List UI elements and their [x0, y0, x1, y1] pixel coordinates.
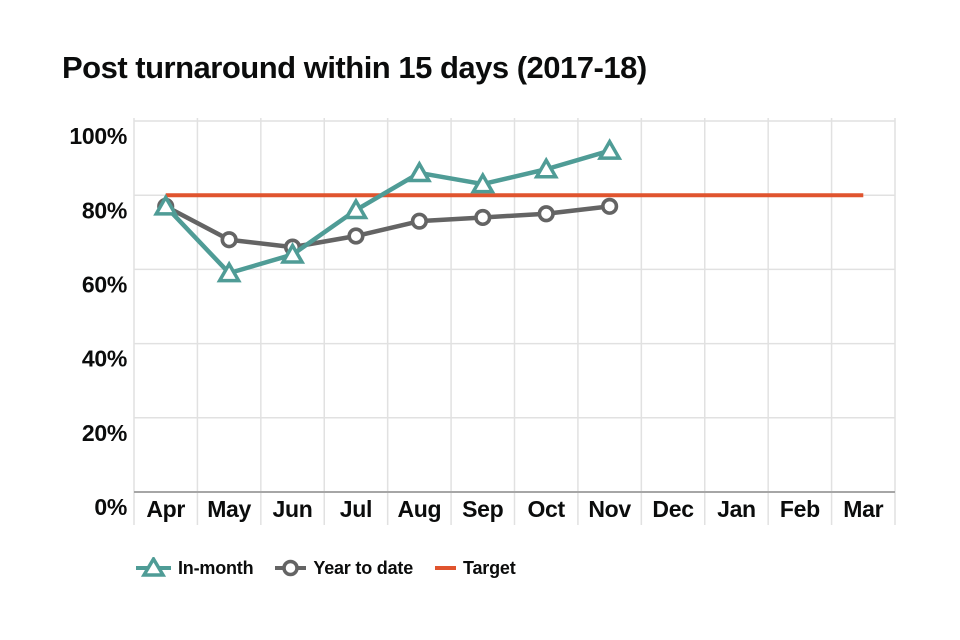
x-tick-label-jul: Jul — [340, 496, 372, 522]
x-axis-labels: Apr May Jun Jul Aug Sep Oct Nov Dec Jan Feb Mar — [146, 496, 884, 522]
data-point-in-month-aug — [406, 160, 432, 183]
series-in-month — [153, 138, 623, 283]
data-point-year-to-date-sep — [474, 208, 492, 227]
gridlines — [133, 118, 896, 525]
y-tick-label-40: 40% — [82, 346, 127, 372]
year-to-date-marker-icon — [275, 557, 307, 579]
legend-item-target: Target — [435, 557, 516, 579]
x-tick-label-dec: Dec — [652, 496, 694, 522]
data-point-year-to-date-aug — [410, 212, 428, 230]
x-tick-label-mar: Mar — [843, 496, 883, 522]
y-tick-label-20: 20% — [82, 420, 127, 446]
data-point-in-month-sep — [470, 171, 496, 194]
data-point-in-month-oct — [533, 156, 559, 179]
x-tick-label-nov: Nov — [588, 496, 631, 522]
data-point-year-to-date-oct — [537, 205, 555, 223]
x-tick-label-sep: Sep — [462, 496, 504, 522]
x-tick-label-jun: Jun — [273, 496, 313, 522]
in-month-marker-icon — [136, 557, 171, 579]
x-tick-label-feb: Feb — [780, 496, 820, 522]
x-tick-label-oct: Oct — [527, 496, 565, 522]
series-line-in-month — [164, 148, 611, 276]
data-point-year-to-date-nov — [601, 197, 619, 215]
data-point-year-to-date-jul — [347, 227, 365, 245]
chart-title: Post turnaround within 15 days (2017-18) — [62, 50, 647, 85]
data-point-in-month-jul — [343, 197, 369, 220]
data-point-in-month-nov — [597, 138, 623, 160]
legend-item-year-to-date: Year to date — [275, 557, 413, 579]
series-line-year-to-date — [164, 204, 610, 250]
data-point-in-month-may — [216, 260, 242, 283]
data-point-year-to-date-may — [220, 231, 238, 249]
legend-item-in-month: In-month — [136, 557, 254, 579]
data-point-in-month-apr — [153, 193, 179, 216]
y-tick-label-0: 0% — [94, 494, 127, 520]
legend-label-target: Target — [463, 557, 516, 578]
legend-label-in-month: In-month — [178, 557, 254, 578]
x-tick-label-may: May — [207, 496, 251, 522]
chart-legend: In-month Year to date Target — [136, 557, 538, 579]
y-tick-label-80: 80% — [82, 197, 127, 223]
legend-label-year-to-date: Year to date — [313, 557, 414, 578]
y-axis-labels: 100% 80% 60% 40% 20% 0% — [69, 123, 127, 520]
x-tick-label-aug: Aug — [397, 496, 441, 522]
y-tick-label-60: 60% — [82, 271, 127, 297]
x-tick-label-apr: Apr — [146, 496, 185, 522]
target-marker-icon — [435, 557, 457, 579]
y-tick-label-100: 100% — [69, 123, 127, 149]
x-tick-label-jan: Jan — [717, 496, 756, 522]
data-point-in-month-jun — [280, 242, 306, 264]
